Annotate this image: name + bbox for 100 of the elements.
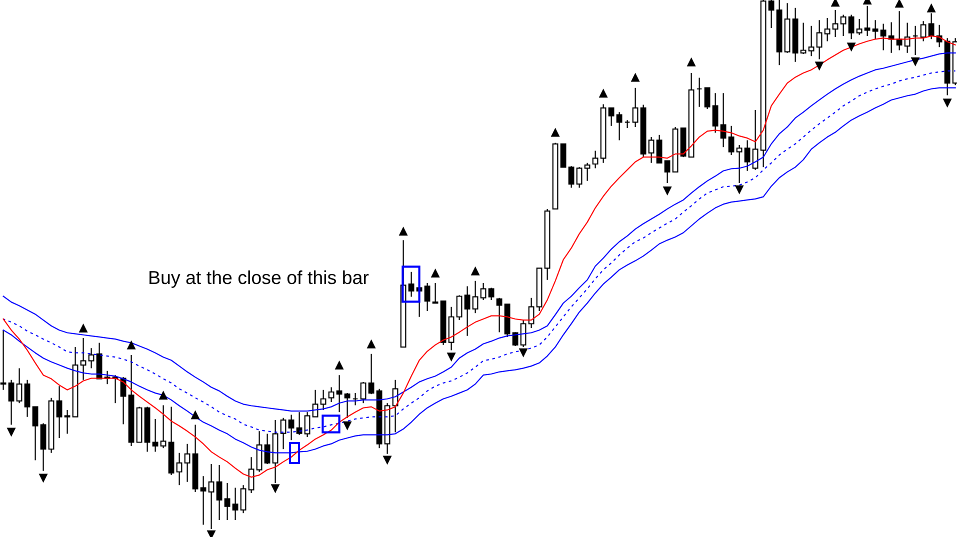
candlestick (184, 443, 190, 482)
candlestick (240, 484, 246, 514)
point (366, 339, 376, 348)
point (942, 98, 952, 108)
candlestick (232, 487, 238, 521)
candlestick (192, 424, 198, 493)
candlestick (216, 464, 222, 521)
candlestick (152, 418, 158, 452)
candlestick (592, 150, 598, 169)
candlestick (896, 10, 902, 51)
point (270, 484, 280, 494)
candlestick (824, 17, 830, 42)
candlestick (792, 7, 798, 62)
candlestick (48, 397, 54, 454)
candlestick (248, 456, 254, 494)
candlestick (712, 92, 718, 134)
candlestick (776, 0, 782, 66)
candlestick (720, 92, 726, 148)
candlestick (128, 354, 134, 447)
candlestick (424, 282, 430, 312)
candlestick (336, 374, 342, 413)
point (550, 128, 560, 137)
candlestick (472, 280, 478, 314)
point (926, 3, 936, 12)
candlestick (408, 271, 414, 298)
candlestick (536, 268, 542, 312)
point (190, 410, 200, 420)
candlestick (688, 72, 694, 158)
candlestick (448, 306, 454, 351)
candlestick (296, 412, 302, 436)
candlestick (328, 386, 334, 403)
point (126, 340, 136, 350)
candlestick (872, 20, 878, 40)
candlestick (912, 25, 918, 56)
point (334, 360, 344, 370)
point (430, 268, 440, 278)
candlestick (80, 337, 86, 380)
candlestick (576, 166, 582, 188)
candlestick (880, 23, 886, 51)
point (814, 62, 824, 71)
candlestick (728, 125, 734, 156)
candlestick (288, 414, 294, 441)
point (158, 390, 168, 400)
candlestick (944, 38, 950, 96)
point (382, 456, 392, 465)
candlestick (224, 482, 230, 521)
point (322, 414, 340, 434)
candlestick (32, 406, 38, 461)
candlestick (840, 14, 846, 37)
candlestick (904, 22, 910, 54)
candlestick (664, 160, 670, 184)
candlestick (752, 109, 758, 170)
point (910, 57, 920, 66)
candlestick (88, 348, 94, 369)
point (846, 42, 856, 52)
point (894, 0, 904, 8)
point (686, 57, 696, 66)
point (398, 226, 408, 236)
candlestick (176, 452, 182, 486)
candlestick (16, 368, 22, 404)
candlestick (168, 406, 174, 476)
candlestick (440, 300, 446, 346)
candlestick (304, 412, 310, 438)
candlestick (736, 144, 742, 184)
candlestick (648, 136, 654, 164)
candlestick (256, 430, 262, 472)
candlestick (64, 409, 70, 434)
point (598, 88, 608, 98)
point (470, 266, 480, 276)
candlestick (0, 330, 6, 390)
candlestick (368, 353, 374, 395)
annotation: Buy at the close of this bar (150, 270, 369, 288)
candlestick (40, 422, 46, 472)
candlestick (856, 18, 862, 36)
candlestick (344, 392, 350, 418)
point (6, 428, 16, 437)
candlestick (600, 104, 606, 164)
candlestick (616, 112, 622, 141)
candlestick (528, 297, 534, 329)
point (662, 186, 672, 196)
candlestick (280, 417, 286, 450)
candlestick (800, 22, 806, 55)
candlestick (144, 406, 150, 452)
candlestick (608, 107, 614, 126)
point (734, 185, 744, 194)
candlestick (320, 389, 326, 411)
candlestick (584, 162, 590, 182)
candlestick (8, 379, 14, 426)
candlestick (200, 476, 206, 526)
point (342, 421, 352, 430)
candlestick (488, 287, 494, 301)
candlestick (376, 388, 382, 449)
candlestick (464, 286, 470, 336)
candlestick (816, 20, 822, 60)
candlestick (568, 166, 574, 188)
point (38, 474, 48, 483)
candlestick (744, 140, 750, 172)
point (630, 72, 640, 82)
candlestick (496, 297, 502, 333)
candlestick (456, 294, 462, 321)
